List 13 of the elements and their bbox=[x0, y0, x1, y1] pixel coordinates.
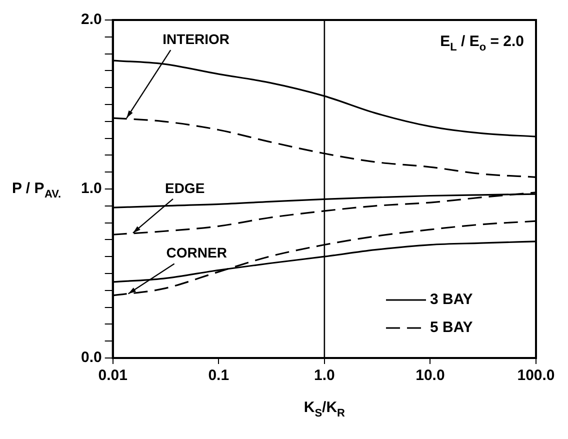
x-tick-label: 100.0 bbox=[517, 367, 555, 384]
annotation: CORNER bbox=[166, 244, 227, 261]
y-tick-label: 2.0 bbox=[80, 11, 102, 28]
x-tick-label: 1.0 bbox=[314, 367, 335, 384]
y-tick-label: 1.0 bbox=[80, 180, 102, 198]
x-tick-label: 10.0 bbox=[416, 367, 445, 384]
legend-label: 3 BAY bbox=[430, 291, 473, 308]
legend-label: 5 BAY bbox=[430, 319, 473, 336]
y-tick-label: 0.0 bbox=[80, 349, 102, 366]
annotation: INTERIOR bbox=[162, 30, 230, 47]
x-tick-label: 0.01 bbox=[98, 367, 128, 384]
x-tick-label: 0.1 bbox=[208, 367, 230, 384]
annotation: EDGE bbox=[164, 180, 205, 196]
